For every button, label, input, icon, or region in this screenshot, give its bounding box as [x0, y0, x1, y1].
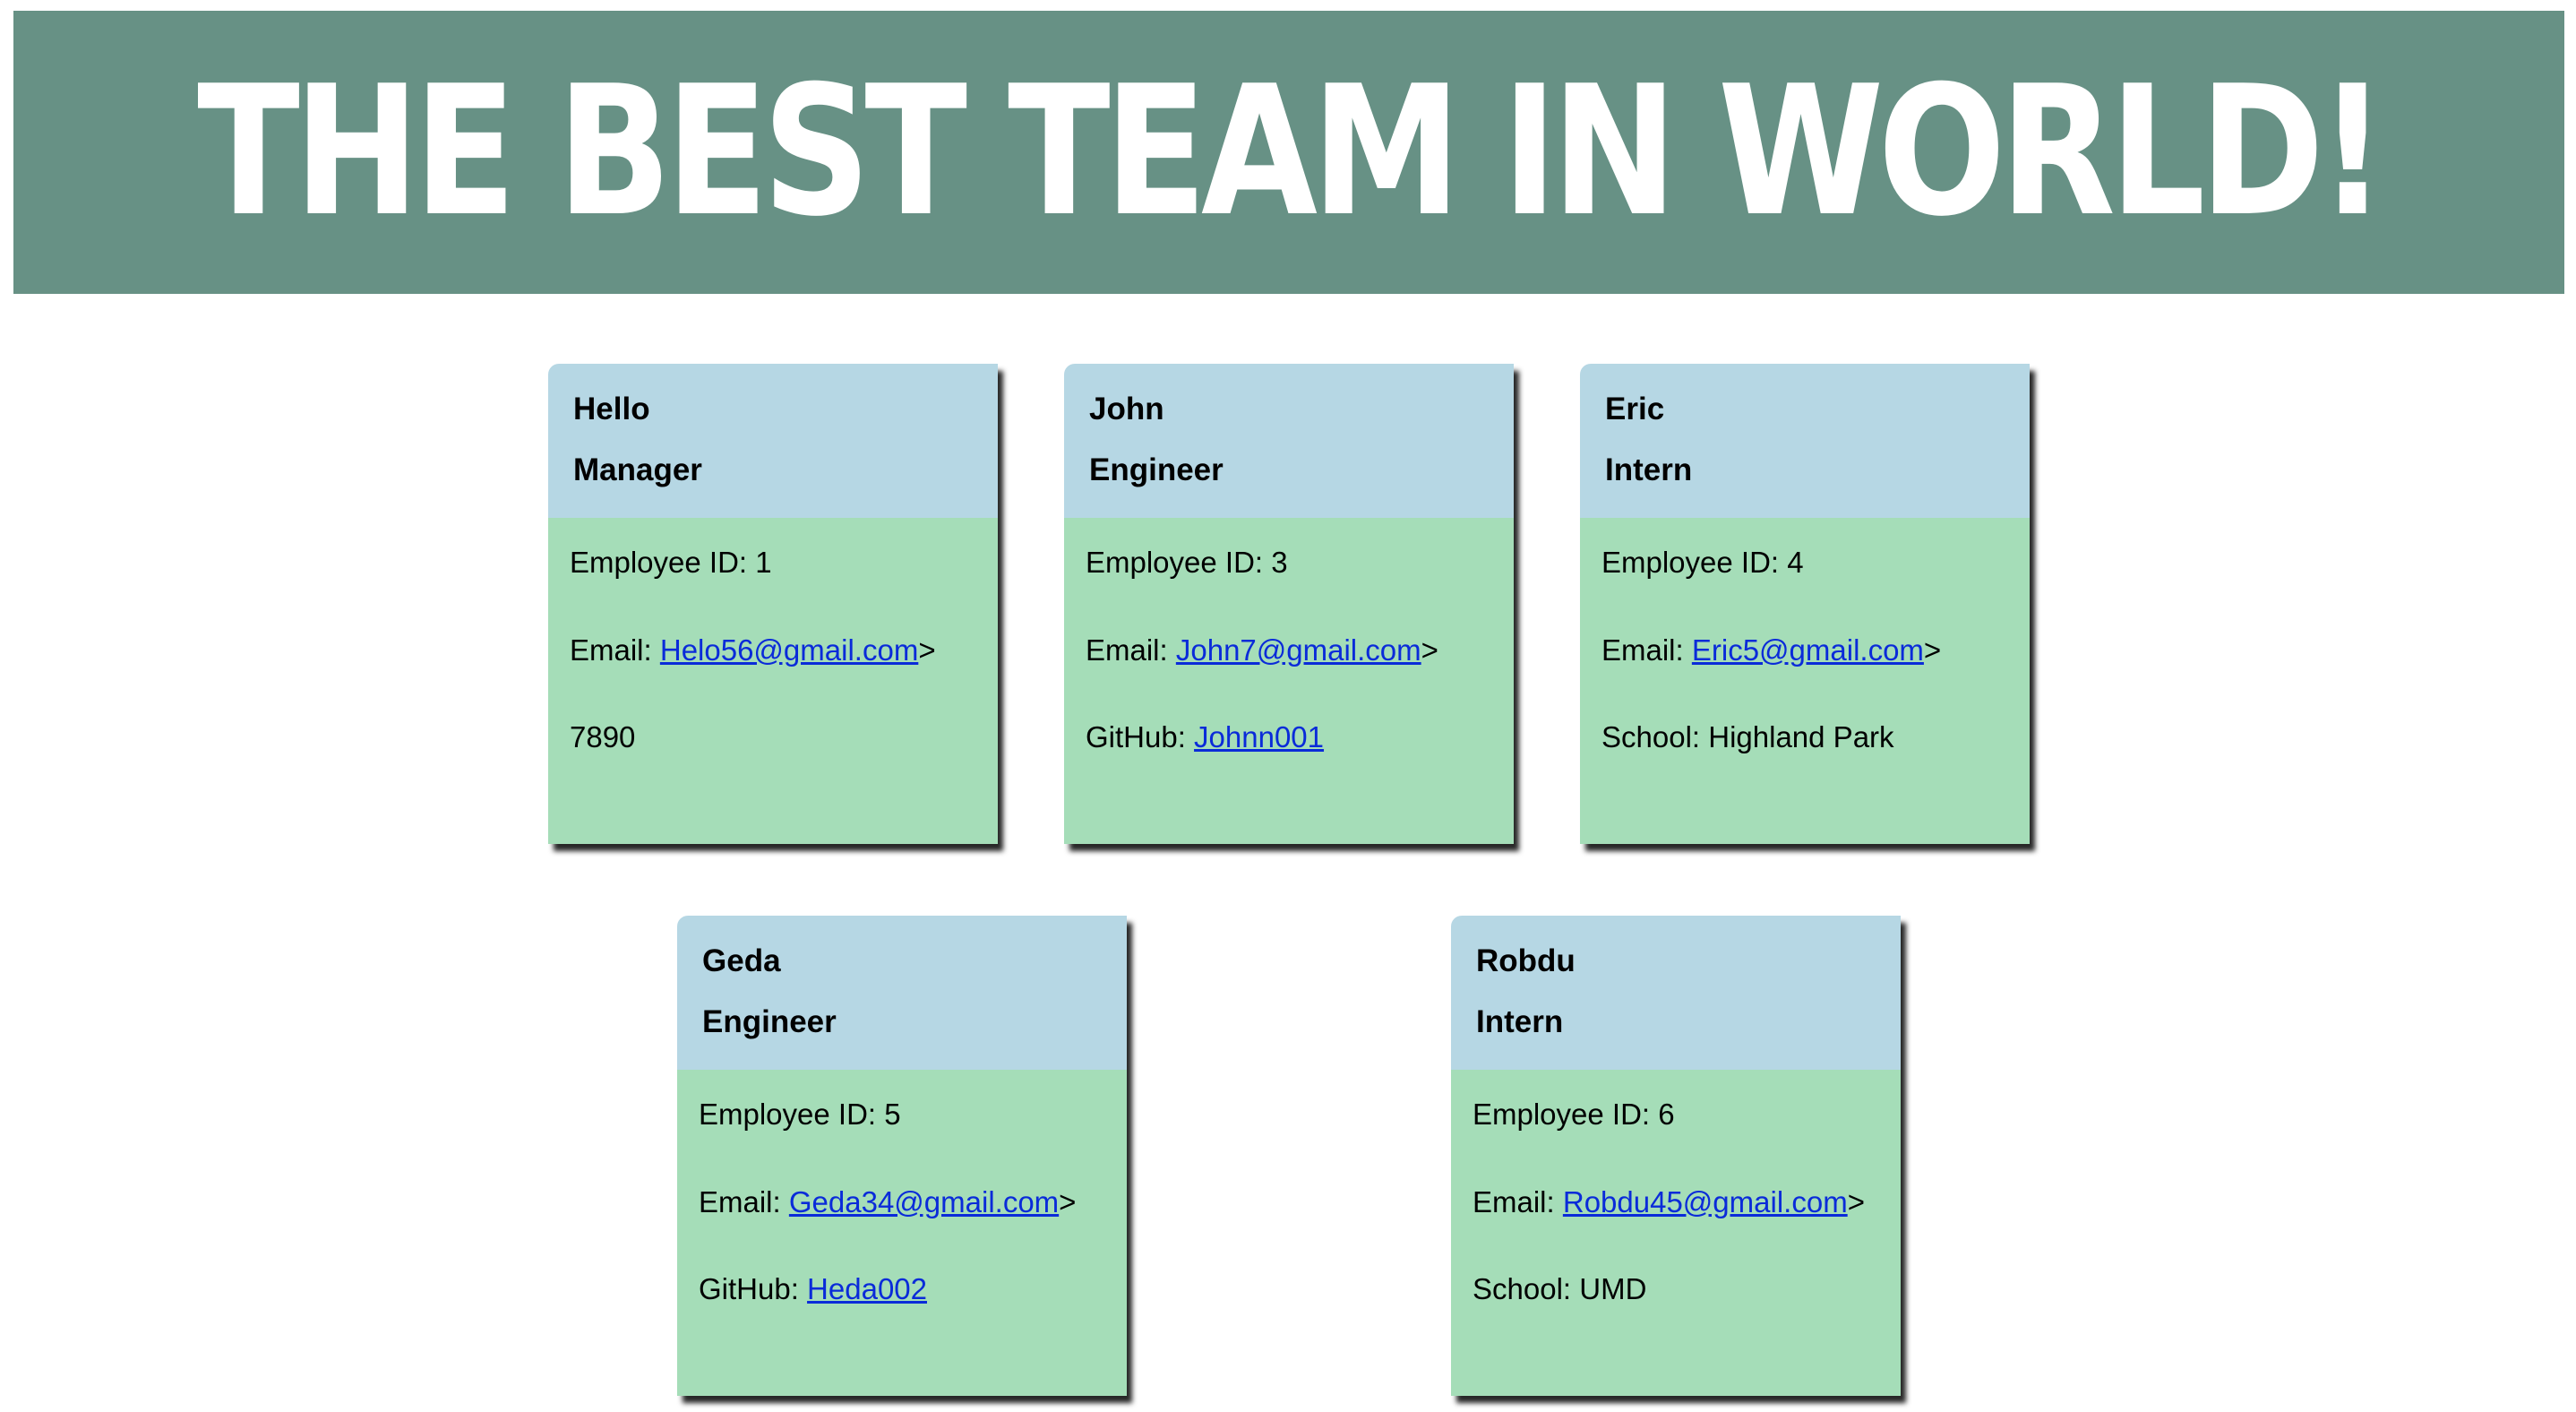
employee-id: Employee ID: 4 — [1601, 546, 1804, 579]
email-link[interactable]: Geda34@gmail.com — [788, 1184, 1060, 1218]
card-body: Employee ID: 6 Email: Robdu45@gmail.com>… — [1451, 1070, 1901, 1396]
employee-role: Manager — [573, 452, 702, 487]
email-link[interactable]: Helo56@gmail.com — [659, 633, 919, 667]
school-name: UMD — [1579, 1272, 1647, 1306]
employee-role: Intern — [1605, 452, 1693, 487]
email-label: Email: — [1473, 1184, 1563, 1218]
employee-name: Eric — [1605, 392, 1665, 426]
page-header: THE BEST TEAM IN WORLD! — [13, 11, 2564, 294]
email-suffix: > — [1923, 633, 1942, 667]
employee-email-row: Email: Eric5@gmail.com> — [1601, 633, 2008, 668]
email-label: Email: — [570, 633, 660, 667]
school-name: Highland Park — [1708, 720, 1894, 754]
email-suffix: > — [918, 633, 936, 667]
card-header: Geda Engineer — [677, 916, 1127, 1070]
github-row: GitHub: Heda002 — [699, 1271, 1105, 1307]
email-suffix: > — [1847, 1184, 1865, 1218]
employee-email-row: Email: Helo56@gmail.com> — [570, 633, 976, 668]
employee-card-manager: Hello Manager Employee ID: 1 Email: Helo… — [548, 364, 998, 844]
email-link[interactable]: John7@gmail.com — [1175, 633, 1421, 667]
school-row: School: UMD — [1473, 1271, 1879, 1307]
school-row: School: Highland Park — [1601, 719, 2008, 755]
employee-card-intern: Robdu Intern Employee ID: 6 Email: Robdu… — [1451, 916, 1901, 1396]
email-label: Email: — [1601, 633, 1692, 667]
email-suffix: > — [1059, 1184, 1077, 1218]
card-header: Hello Manager — [548, 364, 998, 518]
employee-email-row: Email: Geda34@gmail.com> — [699, 1184, 1105, 1220]
employee-id: Employee ID: 5 — [699, 1098, 901, 1131]
employee-card-engineer: John Engineer Employee ID: 3 Email: John… — [1064, 364, 1514, 844]
employee-id: Employee ID: 3 — [1086, 546, 1288, 579]
school-label: School: — [1473, 1272, 1580, 1306]
card-body: Employee ID: 4 Email: Eric5@gmail.com> S… — [1580, 518, 2030, 844]
employee-name: Geda — [702, 943, 781, 978]
employee-name: John — [1089, 392, 1164, 426]
office-number: 7890 — [570, 720, 636, 754]
card-body: Employee ID: 3 Email: John7@gmail.com> G… — [1064, 518, 1514, 844]
employee-email-row: Email: Robdu45@gmail.com> — [1473, 1184, 1879, 1220]
email-link[interactable]: Robdu45@gmail.com — [1562, 1184, 1848, 1218]
school-label: School: — [1601, 720, 1709, 754]
employee-role: Intern — [1476, 1004, 1564, 1039]
card-header: Eric Intern — [1580, 364, 2030, 518]
github-link[interactable]: Heda002 — [807, 1272, 927, 1306]
employee-role: Engineer — [702, 1004, 837, 1039]
employee-id: Employee ID: 1 — [570, 546, 772, 579]
card-body: Employee ID: 5 Email: Geda34@gmail.com> … — [677, 1070, 1127, 1396]
email-suffix: > — [1421, 633, 1438, 667]
card-header: John Engineer — [1064, 364, 1514, 518]
employee-id: Employee ID: 6 — [1473, 1098, 1675, 1131]
employee-card-engineer: Geda Engineer Employee ID: 5 Email: Geda… — [677, 916, 1127, 1396]
employee-card-intern: Eric Intern Employee ID: 4 Email: Eric5@… — [1580, 364, 2030, 844]
page-title: THE BEST TEAM IN WORLD! — [196, 47, 2387, 256]
email-label: Email: — [1086, 633, 1176, 667]
employee-email-row: Email: John7@gmail.com> — [1086, 633, 1492, 668]
github-label: GitHub: — [1086, 720, 1195, 754]
card-header: Robdu Intern — [1451, 916, 1901, 1070]
employee-name: Robdu — [1476, 943, 1576, 978]
email-label: Email: — [699, 1184, 789, 1218]
employee-name: Hello — [573, 392, 650, 426]
email-link[interactable]: Eric5@gmail.com — [1691, 633, 1924, 667]
employee-role: Engineer — [1089, 452, 1224, 487]
github-row: GitHub: Johnn001 — [1086, 719, 1492, 755]
github-label: GitHub: — [699, 1272, 808, 1306]
card-body: Employee ID: 1 Email: Helo56@gmail.com> … — [548, 518, 998, 844]
github-link[interactable]: Johnn001 — [1194, 720, 1325, 754]
